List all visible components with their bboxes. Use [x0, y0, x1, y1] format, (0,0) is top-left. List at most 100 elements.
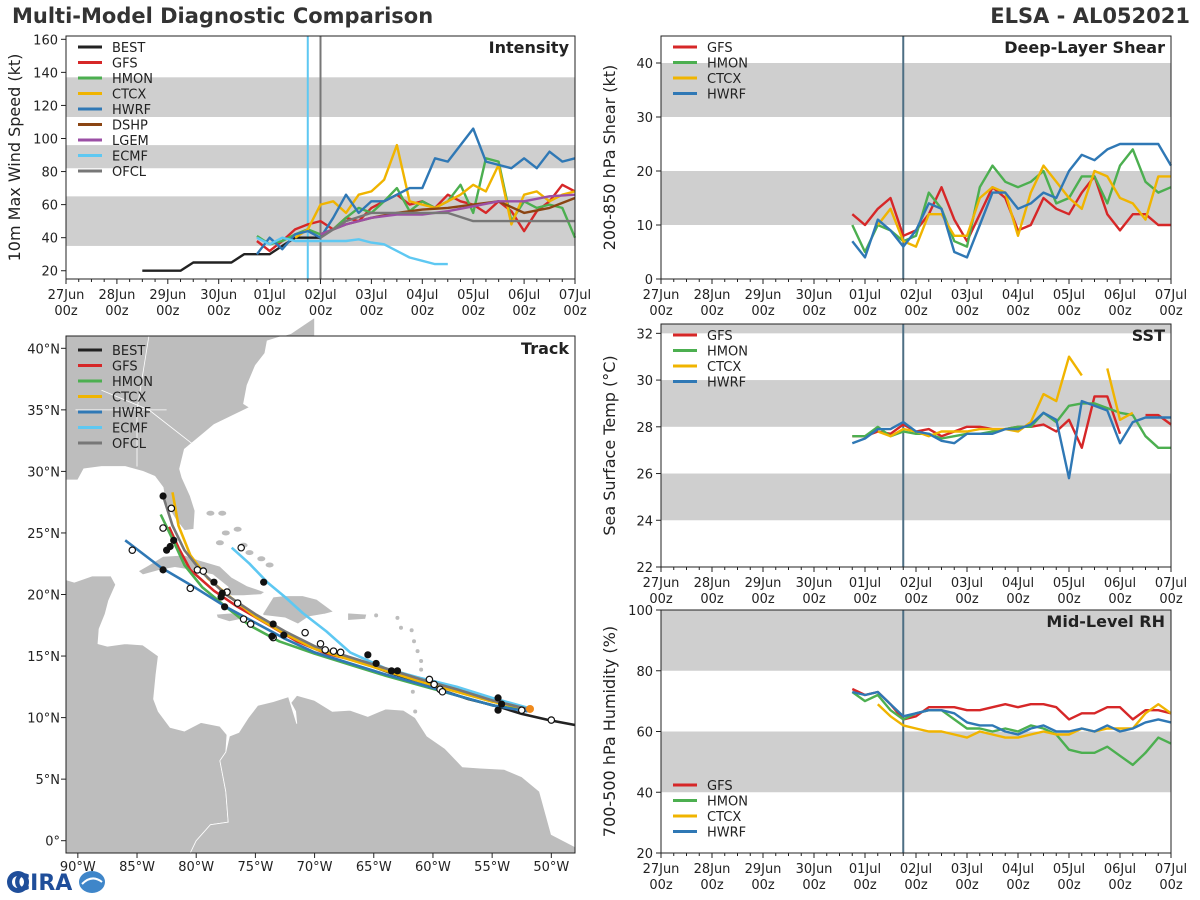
- land-bahamas-island: [218, 510, 227, 516]
- x-tick-label: 29Jun: [745, 288, 782, 303]
- track-panel: 0° 5°N 10°N 15°N 20°N 25°N 30°N 35°N 40°N 90°W 85°…: [27, 316, 576, 875]
- legend-label-ofcl: OFCL: [112, 165, 147, 180]
- x-tick-label: 01Jul: [849, 576, 881, 591]
- lat-tick-label: 0°: [45, 835, 60, 850]
- x-tick-label: 00z: [955, 878, 979, 893]
- land-antilles-island: [398, 625, 403, 630]
- x-tick-label: 30Jun: [200, 288, 237, 303]
- x-tick-label: 00z: [802, 878, 826, 893]
- series-line-ctcx: [877, 355, 1134, 438]
- legend-label-hmon: HMON: [707, 795, 748, 810]
- lon-tick-label: 75°W: [237, 860, 273, 875]
- track-marker-filled: [372, 659, 380, 668]
- track-marker-filled: [221, 603, 229, 611]
- track-marker-open: [193, 566, 202, 574]
- x-tick-label: 00z: [904, 304, 928, 319]
- x-tick-label: 00z: [1006, 878, 1030, 893]
- track-marker-filled: [280, 631, 288, 639]
- land-bahamas-island: [221, 530, 230, 536]
- track-marker-filled: [163, 546, 171, 554]
- y-tick-label: 80: [41, 166, 58, 181]
- x-tick-label: 00z: [802, 304, 826, 319]
- lat-tick-label: 40°N: [27, 342, 60, 357]
- x-tick-label: 05Jul: [1053, 862, 1085, 877]
- x-tick-label: 00z: [700, 878, 724, 893]
- intensity-panel: 2040608010012014016027Jun00z28Jun00z29Ju…: [5, 33, 591, 319]
- figure-title: Multi-Model Diagnostic Comparison: [12, 4, 434, 28]
- x-tick-label: 02Jul: [900, 862, 932, 877]
- track-marker-open: [246, 620, 255, 628]
- track-marker-open: [517, 706, 526, 715]
- x-tick-label: 30Jun: [796, 576, 833, 591]
- shaded-band: [661, 63, 1171, 117]
- y-axis-label: 700-500 hPa Humidity (%): [600, 626, 619, 837]
- track-marker-open: [199, 567, 208, 575]
- x-tick-label: 00z: [1108, 878, 1132, 893]
- x-tick-label: 03Jul: [951, 862, 983, 877]
- series-line-hmon: [851, 691, 1172, 767]
- lat-tick-label: 5°N: [36, 773, 61, 788]
- x-tick-label: 00z: [207, 304, 231, 319]
- land-bahamas-island: [206, 510, 215, 516]
- track-marker-open: [547, 716, 556, 724]
- y-tick-label: 28: [636, 421, 653, 436]
- y-tick-label: 10: [636, 219, 653, 234]
- track-marker-filled: [498, 700, 506, 708]
- track-marker-open: [237, 543, 245, 552]
- series-line-hwrf: [255, 127, 576, 255]
- track-marker-open: [159, 524, 167, 532]
- y-tick-label: 40: [636, 57, 653, 72]
- x-tick-label: 00z: [1159, 878, 1183, 893]
- lon-tick-label: 60°W: [415, 860, 451, 875]
- x-tick-label: 03Jul: [355, 288, 387, 303]
- land-puerto-rico: [347, 612, 368, 621]
- x-tick-label: 04Jul: [1002, 288, 1034, 303]
- x-tick-label: 02Jul: [900, 288, 932, 303]
- x-tick-label: 29Jun: [745, 862, 782, 877]
- x-tick-label: 00z: [649, 304, 673, 319]
- x-tick-label: 00z: [1057, 878, 1081, 893]
- storm-id: ELSA - AL052021: [990, 4, 1190, 28]
- land-bahamas-island: [215, 540, 224, 546]
- x-tick-label: 00z: [751, 592, 775, 607]
- x-tick-label: 28Jun: [98, 288, 135, 303]
- legend-label-ctcx: CTCX: [707, 810, 741, 825]
- series-line-hmon: [256, 157, 577, 246]
- track-marker-filled: [494, 694, 502, 702]
- legend-label-hmon: HMON: [112, 375, 153, 390]
- panel-title: Intensity: [489, 38, 570, 57]
- track-marker-open: [301, 628, 309, 637]
- shaded-band: [661, 324, 1171, 334]
- x-tick-label: 27Jun: [643, 288, 680, 303]
- track-marker-filled: [494, 706, 502, 714]
- legend-label-gfs: GFS: [112, 360, 138, 375]
- lon-tick-label: 65°W: [356, 860, 392, 875]
- y-tick-label: 120: [33, 99, 58, 114]
- series-line-ofcl: [319, 211, 575, 239]
- track-marker-open: [321, 646, 330, 654]
- y-tick-label: 80: [636, 665, 653, 680]
- series-line-hwrf: [852, 690, 1172, 736]
- y-tick-label: 60: [636, 726, 653, 741]
- track-marker-open: [438, 687, 447, 696]
- x-tick-label: 00z: [563, 304, 587, 319]
- x-tick-label: 07Jul: [559, 288, 591, 303]
- x-tick-label: 00z: [649, 592, 673, 607]
- land-usa: [65, 316, 315, 531]
- series-line-hwrf: [851, 399, 1171, 480]
- legend-label-gfs: GFS: [707, 329, 733, 344]
- track-marker-open: [329, 647, 338, 655]
- panel-title: Deep-Layer Shear: [1004, 38, 1165, 57]
- x-tick-label: 02Jul: [304, 288, 336, 303]
- y-tick-label: 22: [636, 561, 653, 576]
- x-tick-label: 00z: [156, 304, 180, 319]
- track-marker-filled: [269, 620, 277, 628]
- lon-tick-label: 70°W: [297, 860, 333, 875]
- lat-tick-label: 10°N: [27, 712, 60, 727]
- y-tick-label: 40: [41, 232, 58, 247]
- series-line-hmon: [851, 148, 1172, 254]
- track-marker-filled: [387, 667, 396, 675]
- shaded-band: [661, 610, 1171, 671]
- x-tick-label: 00z: [955, 592, 979, 607]
- x-tick-label: 04Jul: [1002, 576, 1034, 591]
